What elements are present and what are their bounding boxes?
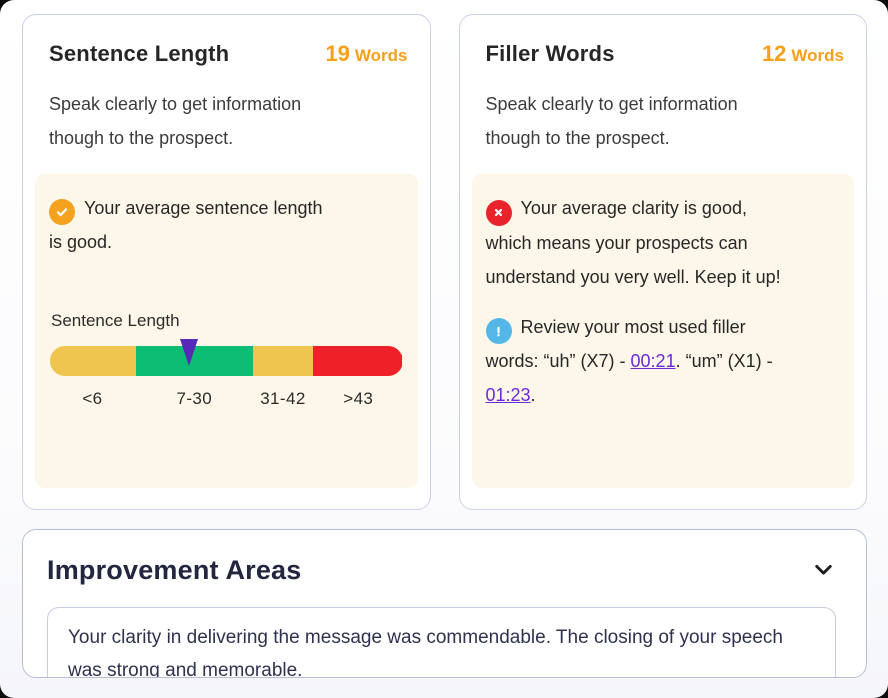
card-header: Filler Words 12 Words [486,41,845,67]
chevron-down-icon [811,557,836,585]
gauge-marker [180,339,199,366]
gauge-tick-label: <6 [82,389,103,408]
word-count-value: 12 [761,41,787,66]
improvement-areas-section: Improvement Areas Your clarity in delive… [22,529,867,678]
word-count-badge: 12 Words [762,41,844,67]
improvement-summary-text: Your clarity in delivering the message w… [68,627,783,678]
card-description: Speak clearly to get information though … [49,94,302,148]
card-header: Sentence Length 19 Words [49,41,408,67]
status-message: Your average clarity is good, which mean… [485,191,798,294]
word-count-unit: Words [791,46,844,65]
sentence-length-gauge [50,339,403,376]
improvement-areas-header[interactable]: Improvement Areas [47,555,836,586]
word-count-value: 19 [325,41,350,66]
detail-text-middle: . “um” (X1) - [675,351,773,371]
filler-words-panel: Your average clarity is good, which mean… [471,174,854,488]
word-count-badge: 19 Words [325,41,407,67]
gauge-tick-label: 31-42 [260,389,306,408]
card-title: Filler Words [485,41,615,66]
gauge-segment [50,346,137,376]
timestamp-link-2[interactable]: 01:23 [485,385,531,405]
gauge-tick-label: >43 [343,389,374,408]
filler-words-card: Filler Words 12 Words Speak clearly to ge… [458,14,867,510]
gauge-tick-labels: <6 7-30 31-42 >43 [49,389,404,409]
info-icon [485,318,512,344]
timestamp-link-1[interactable]: 00:21 [630,351,676,371]
card-description: Speak clearly to get information though … [485,94,738,148]
gauge-title: Sentence Length [51,311,180,330]
status-text: Your average clarity is good, which mean… [485,198,781,287]
word-count-unit: Words [354,46,408,65]
sentence-length-panel: Your average sentence length is good. Se… [35,174,418,488]
gauge-segment [312,346,403,376]
status-text: Your average sentence length is good. [49,198,323,252]
filler-words-detail: Review your most used filler words: “uh”… [485,310,798,413]
improvement-summary: Your clarity in delivering the message w… [47,607,836,678]
improvement-areas-title: Improvement Areas [47,555,302,585]
check-icon [49,199,75,225]
gauge-segment [252,346,313,376]
error-icon [485,199,512,226]
detail-text-suffix: . [530,385,536,405]
metrics-cards-row: Sentence Length 19 Words Speak clearly to… [22,14,867,510]
gauge-tick-label: 7-30 [176,389,213,408]
collapse-toggle-button[interactable] [811,557,836,585]
card-title: Sentence Length [49,41,230,66]
gauge-track [50,346,403,376]
status-message: Your average sentence length is good. [49,191,335,259]
sentence-length-card: Sentence Length 19 Words Speak clearly to… [22,14,431,510]
detail-text-prefix: Review your most used filler words: “uh”… [485,316,746,372]
